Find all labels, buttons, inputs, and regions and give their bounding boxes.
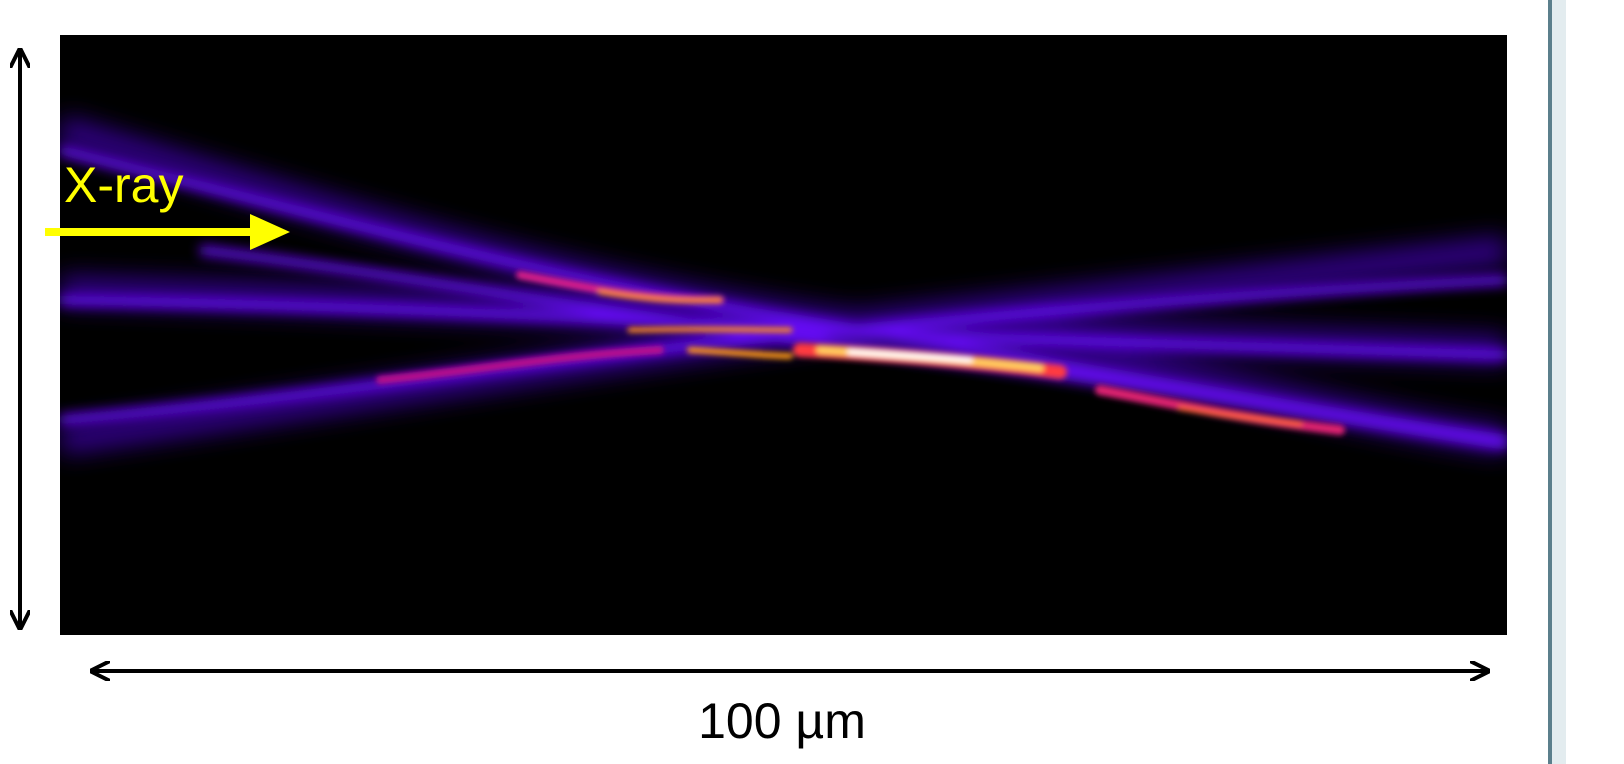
scale-label: 100 µm [698, 693, 866, 749]
beam-label: X-ray [64, 157, 183, 213]
beam-arrowhead [250, 214, 290, 250]
slide-border [1548, 0, 1552, 764]
slide-border [1552, 0, 1566, 764]
intensity-image [60, 35, 1507, 635]
